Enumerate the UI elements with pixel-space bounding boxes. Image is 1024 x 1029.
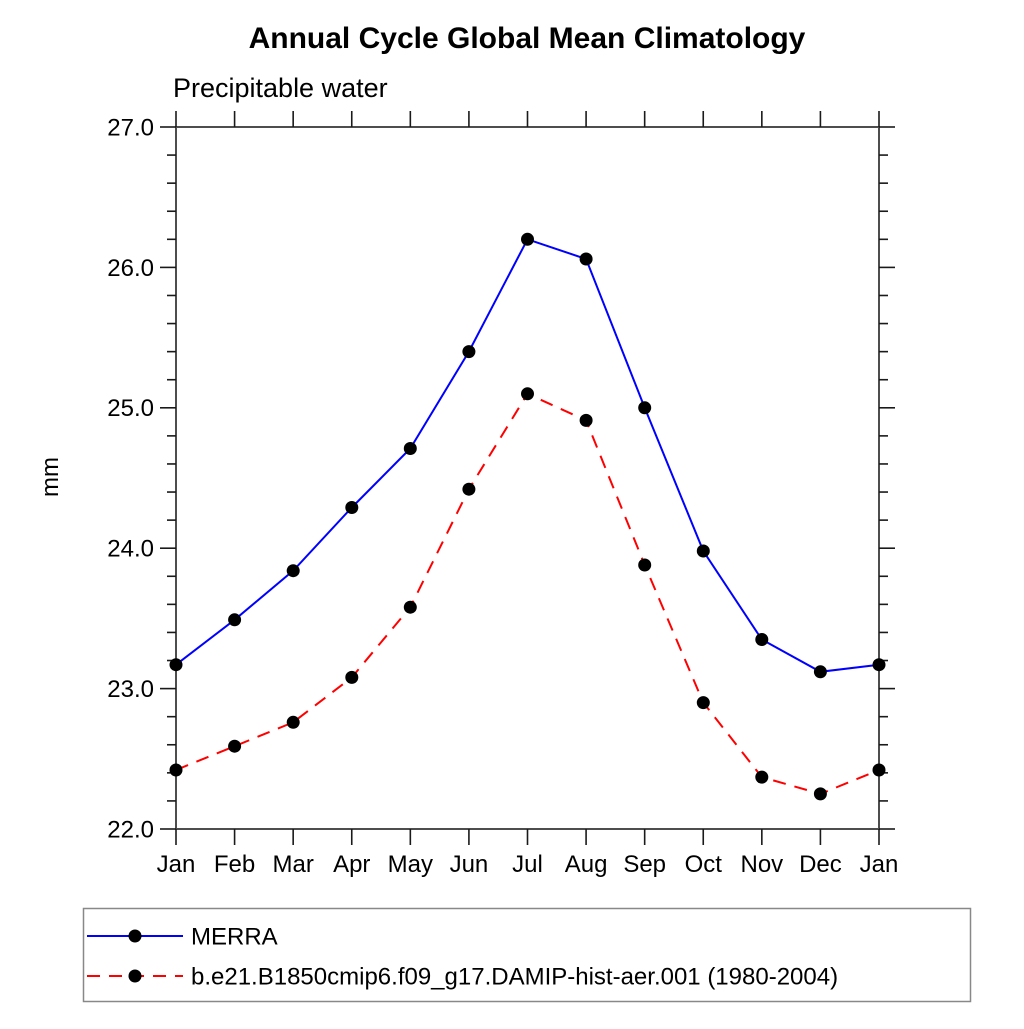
- x-tick-label: Jan: [157, 851, 196, 878]
- data-point-marker: [755, 633, 769, 646]
- x-tick-label: Jun: [450, 851, 489, 878]
- data-point-marker: [462, 482, 476, 496]
- data-point-marker: [286, 715, 300, 729]
- data-point-marker: [521, 232, 534, 246]
- data-point-marker: [286, 564, 300, 578]
- x-tick-label: Jan: [860, 851, 899, 878]
- x-tick-label: Aug: [565, 851, 608, 878]
- plot-area: Jan Feb Mar Apr May Jun Jul Aug Sep Oct Nov Dec Jan2…: [107, 111, 898, 878]
- data-point-marker: [579, 252, 593, 266]
- data-point-marker: [169, 763, 183, 777]
- data-point-marker: [696, 696, 710, 710]
- x-tick-label: Jul: [512, 851, 543, 878]
- y-tick-label: 25.0: [107, 395, 154, 422]
- legend-label-model: b.e21.B1850cmip6.f09_g17.DAMIP-hist-aer.…: [191, 963, 838, 990]
- legend-marker-icon: [128, 929, 142, 943]
- x-tick-label: Dec: [799, 851, 842, 878]
- x-tick-label: Oct: [685, 851, 723, 878]
- data-point-marker: [813, 665, 827, 679]
- series-line-0: [175, 238, 880, 673]
- data-point-marker: [696, 544, 710, 558]
- data-point-marker: [755, 770, 769, 784]
- x-tick-label: May: [388, 851, 433, 878]
- x-tick-label: Mar: [272, 851, 313, 878]
- y-tick-label: 24.0: [107, 536, 154, 563]
- data-point-marker: [462, 345, 476, 359]
- data-point-marker: [403, 600, 417, 614]
- data-point-marker: [228, 613, 242, 627]
- series-line-1: [175, 392, 880, 795]
- data-point-marker: [169, 658, 183, 672]
- y-axis-label: mm: [37, 457, 64, 497]
- data-point-marker: [872, 763, 886, 777]
- x-tick-label: Apr: [333, 851, 370, 878]
- data-point-marker: [403, 442, 417, 455]
- x-tick-label: Nov: [740, 851, 783, 878]
- chart-subtitle: Precipitable water: [173, 73, 388, 103]
- y-tick-label: 26.0: [107, 255, 154, 282]
- data-point-marker: [521, 387, 534, 401]
- data-point-marker: [638, 401, 652, 415]
- legend-label-merra: MERRA: [191, 923, 278, 950]
- x-tick-label: Sep: [623, 851, 666, 878]
- y-tick-label: 22.0: [107, 816, 154, 843]
- data-point-marker: [813, 787, 827, 801]
- legend-marker-icon: [128, 969, 142, 983]
- data-point-marker: [638, 558, 652, 572]
- data-point-marker: [345, 501, 359, 514]
- chart-title: Annual Cycle Global Mean Climatology: [249, 22, 806, 55]
- data-point-marker: [872, 658, 886, 672]
- data-point-marker: [579, 413, 593, 427]
- x-tick-label: Feb: [214, 851, 255, 878]
- plot-frame: [175, 126, 880, 830]
- data-point-marker: [228, 739, 242, 753]
- y-tick-label: 27.0: [107, 114, 154, 141]
- legend-entry-model: b.e21.B1850cmip6.f09_g17.DAMIP-hist-aer.…: [87, 963, 838, 990]
- legend-box: [82, 907, 972, 1003]
- legend: MERRA b.e21.B1850cmip6.f09_g17.DAMIP-his…: [82, 907, 972, 1003]
- data-point-marker: [345, 670, 359, 684]
- legend-entry-merra: MERRA: [87, 923, 278, 950]
- y-tick-label: 23.0: [107, 676, 154, 703]
